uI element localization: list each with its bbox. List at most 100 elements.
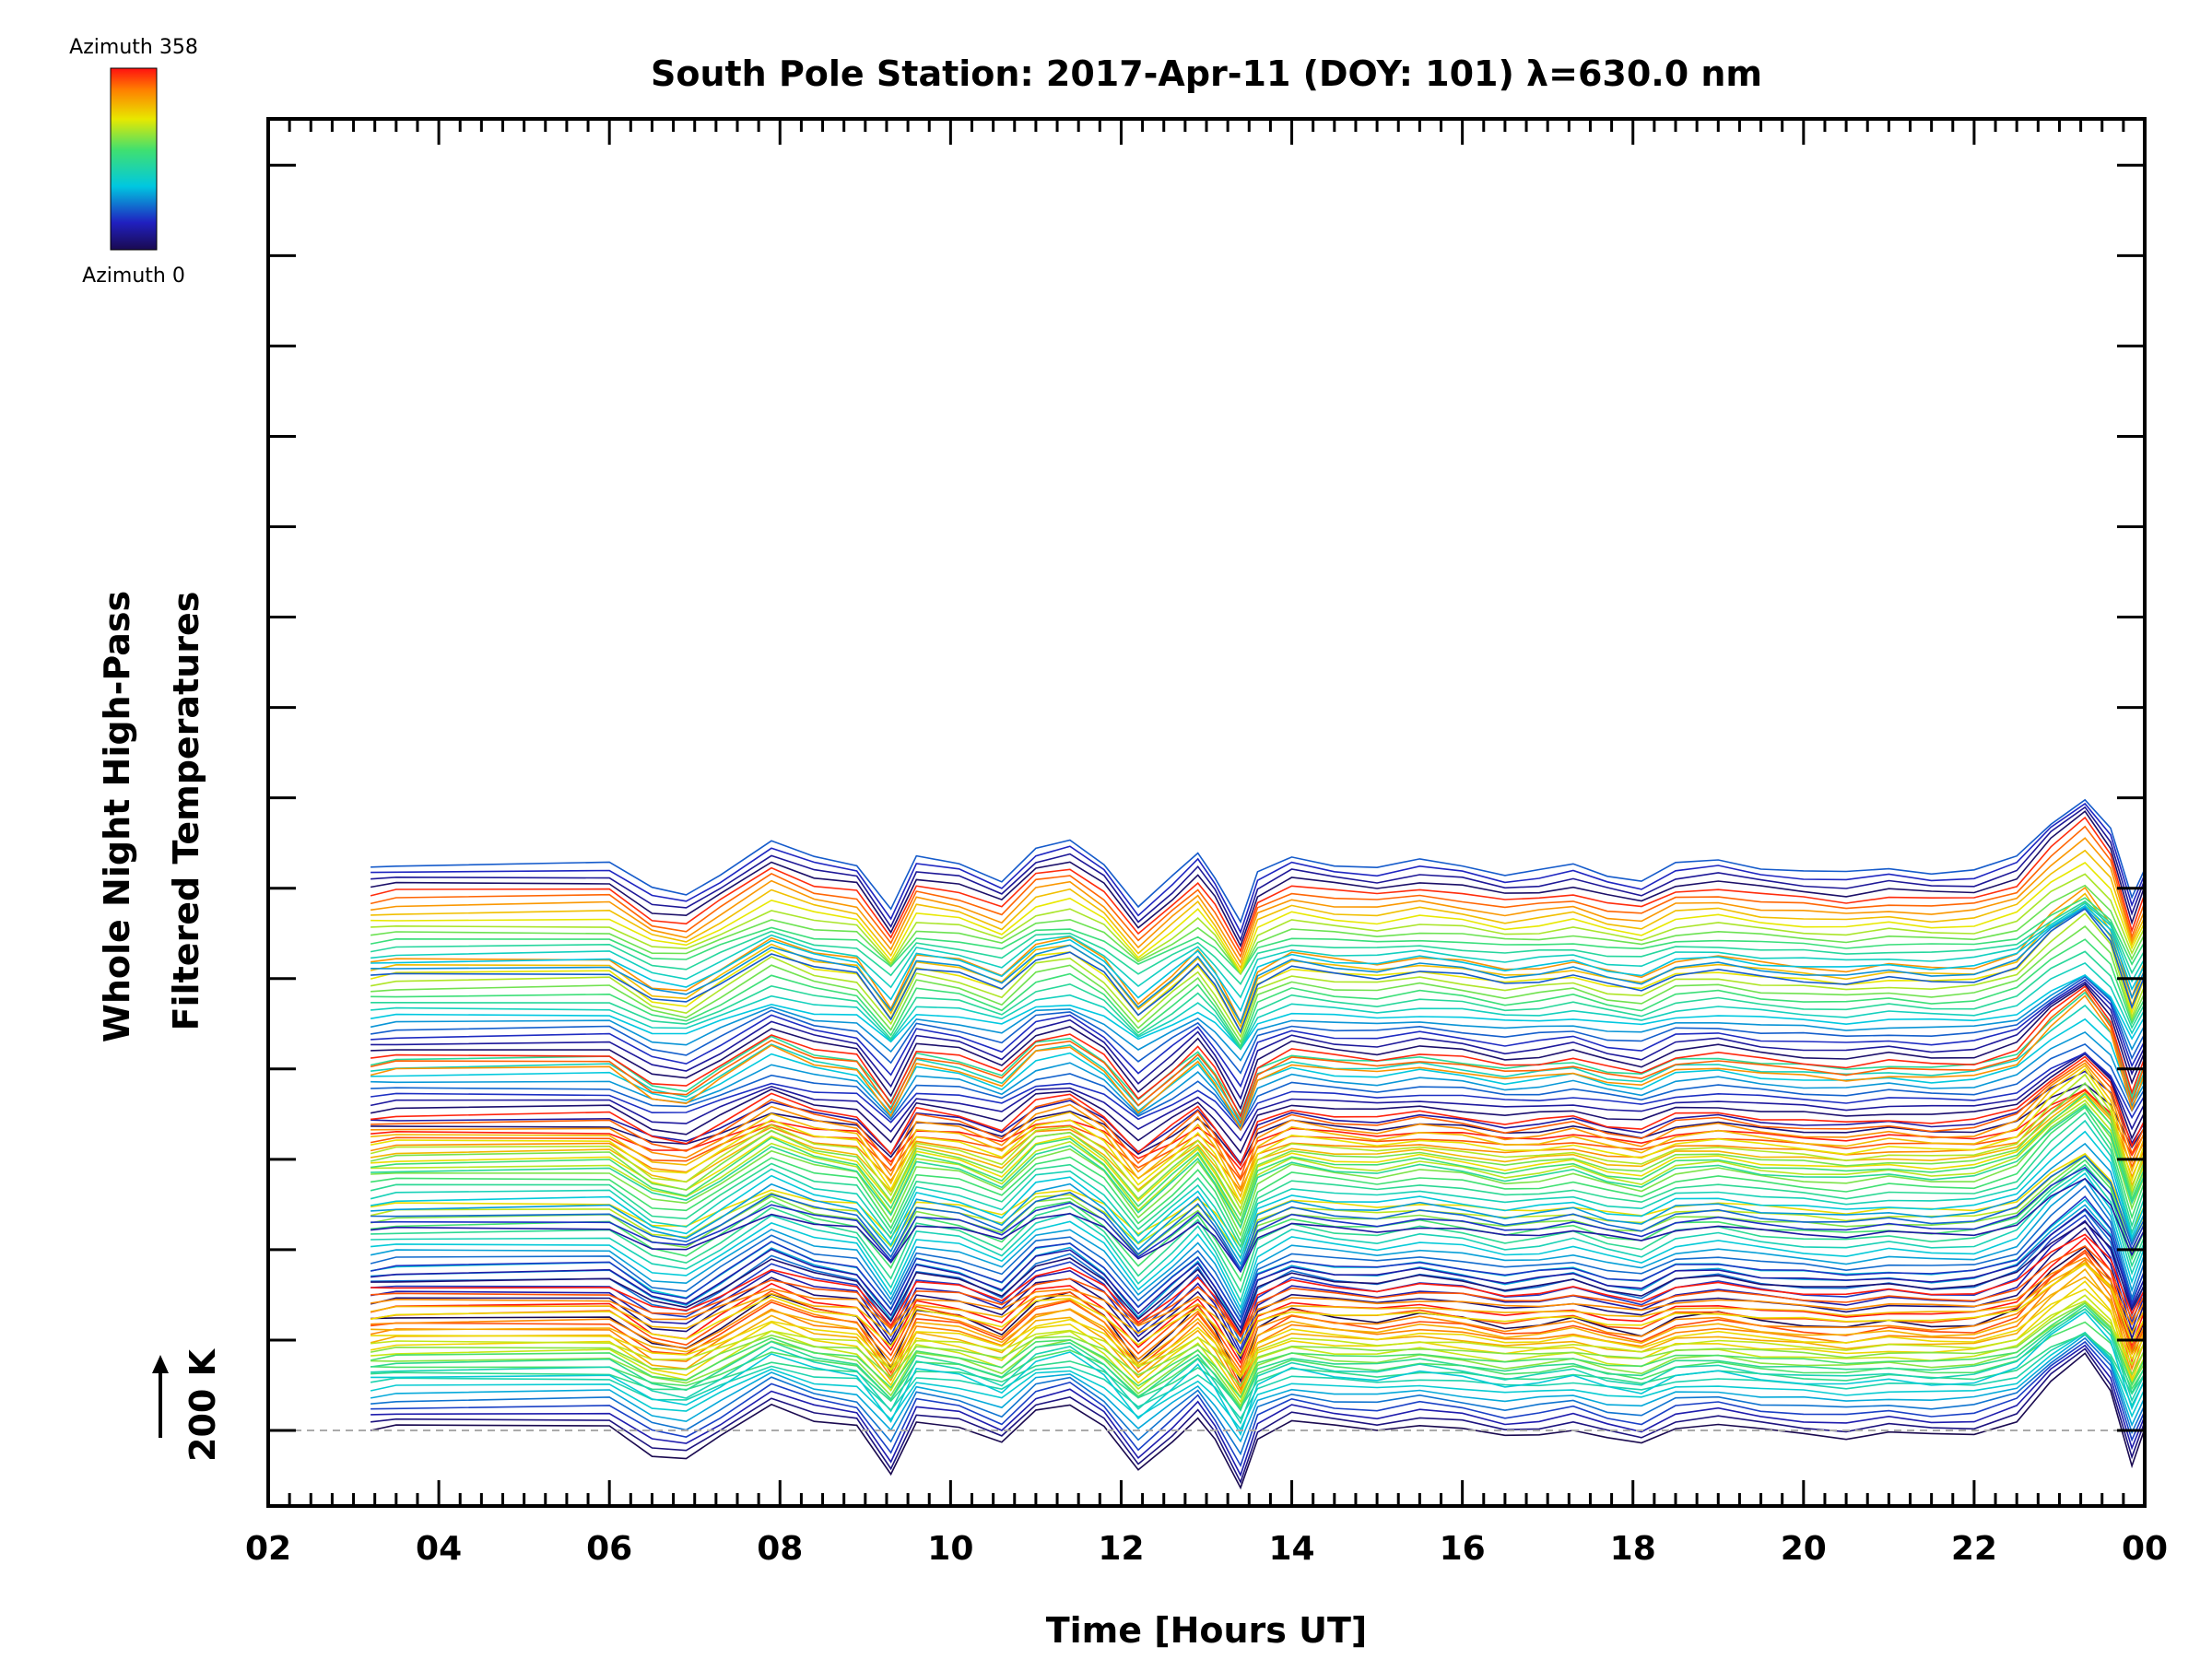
x-tick-label: 20 [1781, 1530, 1827, 1568]
azimuth-trace [371, 1065, 2145, 1199]
azimuth-trace [371, 1347, 2145, 1485]
azimuth-trace [370, 1301, 2145, 1399]
x-axis-label: Time [Hours UT] [1046, 1610, 1368, 1651]
azimuth-trace [371, 1030, 2145, 1129]
azimuth-trace [371, 902, 2145, 999]
azimuth-trace [371, 950, 2145, 1051]
x-tick-label: 00 [2122, 1530, 2168, 1568]
azimuth-trace [371, 1336, 2145, 1456]
azimuth-trace [371, 925, 2145, 1044]
x-tick-label: 08 [757, 1530, 803, 1568]
azimuth-trace [371, 798, 2145, 924]
azimuth-trace [371, 806, 2145, 942]
azimuth-trace [370, 991, 2145, 1117]
azimuth-trace [371, 1092, 2145, 1224]
azimuth-trace [371, 1163, 2145, 1294]
azimuth-trace [370, 1091, 2145, 1205]
azimuth-trace [370, 1331, 2145, 1420]
azimuth-trace [371, 1059, 2145, 1180]
azimuth-trace [370, 1352, 2145, 1490]
data-lines [370, 798, 2145, 1490]
azimuth-trace [371, 1166, 2145, 1273]
x-tick-label: 18 [1610, 1530, 1656, 1568]
azimuth-trace [370, 1177, 2145, 1315]
azimuth-trace [370, 1130, 2145, 1261]
azimuth-trace [370, 1112, 2145, 1249]
azimuth-trace [371, 1142, 2145, 1266]
azimuth-trace [371, 1168, 2145, 1303]
scale-bar-label: 200 K [182, 1347, 223, 1462]
y-axis-label-line1: Whole Night High-Pass [97, 591, 137, 1042]
azimuth-trace [370, 1301, 2145, 1388]
azimuth-trace [371, 1104, 2145, 1230]
azimuth-trace [371, 1276, 2145, 1378]
azimuth-trace [371, 981, 2145, 1100]
azimuth-trace [370, 973, 2145, 1051]
colorbar-scale [110, 67, 158, 251]
azimuth-trace [371, 1177, 2145, 1274]
azimuth-trace [370, 1082, 2145, 1218]
azimuth-trace [370, 1088, 2145, 1193]
azimuth-trace [370, 1195, 2145, 1324]
azimuth-trace [370, 912, 2145, 1039]
azimuth-trace [371, 1042, 2145, 1130]
colorbar: Azimuth 358 Azimuth 0 [69, 36, 198, 288]
azimuth-trace [371, 1220, 2145, 1335]
colorbar-top-label: Azimuth 358 [69, 36, 198, 59]
azimuth-trace [370, 1249, 2145, 1370]
azimuth-trace [371, 1245, 2145, 1338]
azimuth-trace [371, 1321, 2145, 1410]
x-tick-label: 12 [1098, 1530, 1144, 1568]
azimuth-trace [371, 1171, 2145, 1310]
azimuth-trace [371, 1233, 2145, 1337]
azimuth-trace [371, 938, 2145, 1048]
azimuth-trace [371, 1311, 2145, 1437]
x-tick-label: 16 [1440, 1530, 1486, 1568]
azimuth-trace [370, 985, 2145, 1119]
azimuth-trace [370, 1184, 2145, 1320]
azimuth-trace [370, 1263, 2145, 1358]
azimuth-trace [371, 906, 2145, 1025]
azimuth-trace [370, 810, 2145, 948]
azimuth-trace [370, 897, 2145, 976]
azimuth-trace [370, 1331, 2145, 1431]
y-axis-ticks [268, 163, 2145, 1432]
azimuth-trace [371, 1340, 2145, 1468]
azimuth-trace [370, 1152, 2145, 1259]
x-tick-label: 14 [1268, 1530, 1314, 1568]
azimuth-trace [370, 886, 2145, 1025]
azimuth-trace [370, 1258, 2145, 1392]
azimuth-trace [371, 802, 2145, 935]
azimuth-trace [371, 1344, 2145, 1477]
azimuth-trace [370, 988, 2145, 1125]
azimuth-trace [371, 978, 2145, 1088]
azimuth-trace [370, 884, 2145, 975]
azimuth-trace [370, 1119, 2145, 1254]
azimuth-trace [370, 1304, 2145, 1412]
y-axis-label: Whole Night High-Pass Filtered Temperatu… [97, 591, 206, 1042]
azimuth-trace [370, 1052, 2145, 1132]
azimuth-trace [371, 1300, 2145, 1380]
azimuth-trace [371, 961, 2145, 1051]
azimuth-trace [370, 1053, 2145, 1154]
azimuth-trace [371, 982, 2145, 1111]
azimuth-trace [370, 900, 2145, 1033]
x-tick-label: 06 [586, 1530, 632, 1568]
azimuth-trace [371, 1294, 2145, 1404]
azimuth-trace [370, 1052, 2145, 1142]
y-axis-label-line2: Filtered Temperatures [166, 592, 206, 1031]
azimuth-trace [370, 994, 2145, 1132]
azimuth-trace [370, 975, 2145, 1075]
azimuth-trace [370, 1073, 2145, 1211]
azimuth-trace [371, 1018, 2145, 1126]
azimuth-trace [371, 1095, 2145, 1218]
azimuth-trace [370, 1227, 2145, 1360]
azimuth-trace [371, 1155, 2145, 1271]
azimuth-trace [371, 908, 2145, 1034]
azimuth-trace [371, 1062, 2145, 1191]
azimuth-trace [371, 1055, 2145, 1167]
azimuth-trace [370, 1334, 2145, 1443]
x-axis-tick-labels: 02 04 06 08 10 12 14 16 18 20 22 00 [245, 1530, 2168, 1568]
azimuth-trace [370, 900, 2145, 985]
azimuth-trace [370, 1268, 2145, 1395]
